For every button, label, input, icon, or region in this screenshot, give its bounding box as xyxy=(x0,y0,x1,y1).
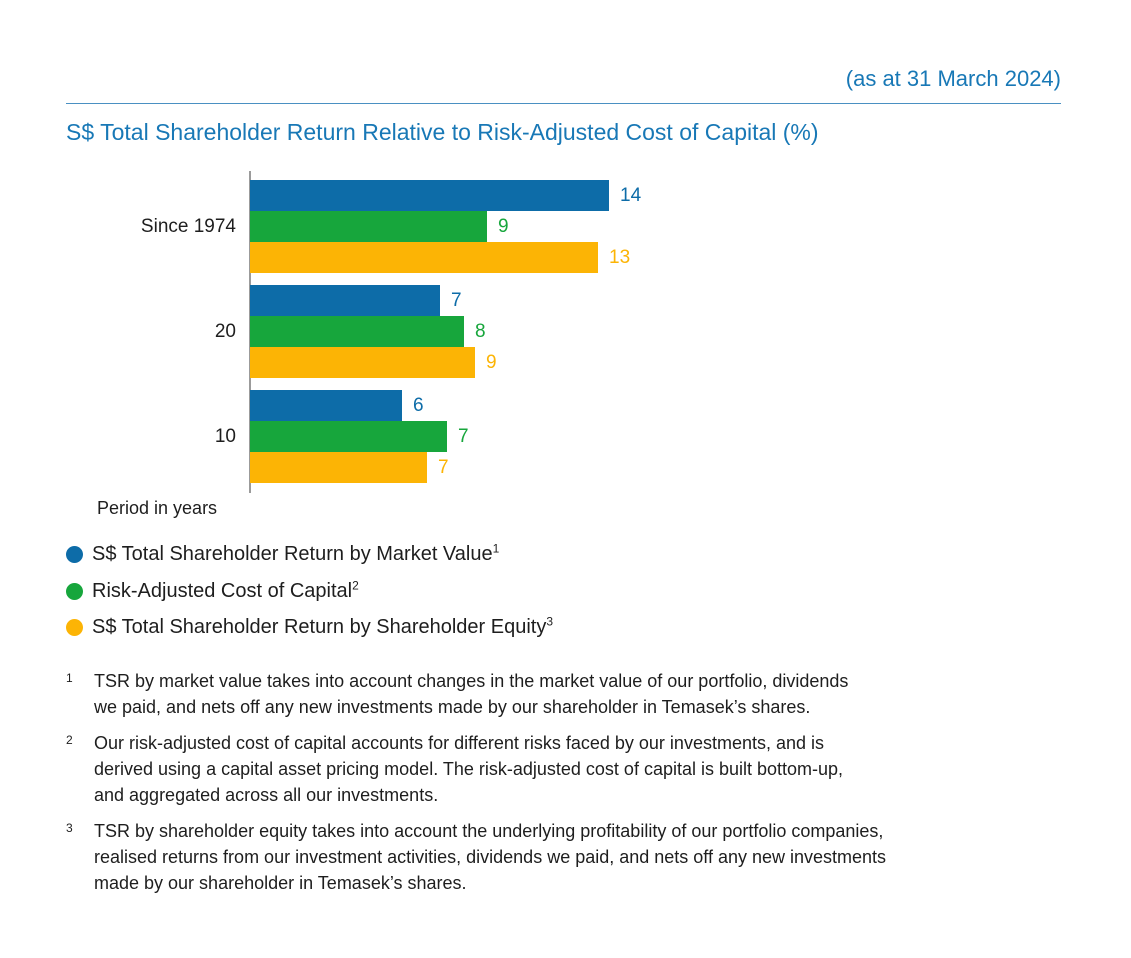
bar-value-risk-adjusted-cost-of-capital: 9 xyxy=(498,216,509,237)
bar-value-risk-adjusted-cost-of-capital: 7 xyxy=(458,426,469,447)
bar-market-value xyxy=(250,180,609,211)
legend-label-risk-adjusted-cost-of-capital: Risk-Adjusted Cost of Capital2 xyxy=(92,578,359,602)
legend-item-market-value: S$ Total Shareholder Return by Market Va… xyxy=(66,541,499,567)
category-label: 10 xyxy=(214,425,236,447)
category-label: 20 xyxy=(214,320,236,342)
footnote-line: and aggregated across all our investment… xyxy=(94,785,439,805)
footnotes: 1 TSR by market value takes into account … xyxy=(66,668,1076,906)
as-at-date-note: (as at 31 March 2024) xyxy=(845,66,1061,91)
bar-value-shareholder-equity: 13 xyxy=(609,247,631,268)
footnote-text: TSR by market value takes into account c… xyxy=(94,668,848,720)
footnote-line: TSR by shareholder equity takes into acc… xyxy=(94,821,884,841)
legend-label-market-value: S$ Total Shareholder Return by Market Va… xyxy=(92,541,500,565)
bar-shareholder-equity xyxy=(250,242,598,273)
footnote-text: TSR by shareholder equity takes into acc… xyxy=(94,818,886,896)
legend-dot-risk-adjusted-cost-of-capital xyxy=(66,582,83,600)
footnote-line: made by our shareholder in Temasek’s sha… xyxy=(94,873,467,893)
footnote-line: we paid, and nets off any new investment… xyxy=(94,697,811,717)
bar-value-market-value: 7 xyxy=(451,290,462,311)
bar-value-shareholder-equity: 9 xyxy=(486,352,497,373)
header-divider xyxy=(66,103,1061,104)
footnote-1: 1 TSR by market value takes into account … xyxy=(66,668,1076,720)
bar-value-market-value: 6 xyxy=(413,395,424,416)
footnote-3: 3 TSR by shareholder equity takes into ac… xyxy=(66,818,1076,896)
footnote-line: realised returns from our investment act… xyxy=(94,847,887,867)
category-axis-caption: Period in years xyxy=(97,498,218,518)
footnote-text: Our risk-adjusted cost of capital accoun… xyxy=(94,730,843,808)
bar-market-value xyxy=(250,390,402,421)
legend-footnote-ref: 1 xyxy=(492,541,500,556)
bar-risk-adjusted-cost-of-capital xyxy=(250,211,487,242)
legend-item-risk-adjusted-cost-of-capital: Risk-Adjusted Cost of Capital2 xyxy=(66,578,359,604)
footnote-marker: 3 xyxy=(66,821,73,835)
legend-footnote-ref: 3 xyxy=(546,614,554,629)
bar-value-risk-adjusted-cost-of-capital: 8 xyxy=(475,321,486,342)
bar-risk-adjusted-cost-of-capital xyxy=(250,421,447,452)
legend-item-shareholder-equity: S$ Total Shareholder Return by Sharehold… xyxy=(66,614,553,640)
bar-value-shareholder-equity: 7 xyxy=(438,457,449,478)
bar-shareholder-equity xyxy=(250,347,475,378)
footnote-marker: 2 xyxy=(66,733,73,747)
bar-risk-adjusted-cost-of-capital xyxy=(250,316,464,347)
chart-title: S$ Total Shareholder Return Relative to … xyxy=(66,119,819,145)
footnote-2: 2 Our risk-adjusted cost of capital accou… xyxy=(66,730,1076,808)
footnote-line: Our risk-adjusted cost of capital accoun… xyxy=(94,733,825,753)
footnote-line: derived using a capital asset pricing mo… xyxy=(94,759,844,779)
bar-shareholder-equity xyxy=(250,452,427,483)
bar-market-value xyxy=(250,285,440,316)
footnote-line: TSR by market value takes into account c… xyxy=(94,671,849,691)
legend-footnote-ref: 2 xyxy=(352,578,359,593)
footnote-marker: 1 xyxy=(66,671,73,685)
legend-label-shareholder-equity: S$ Total Shareholder Return by Sharehold… xyxy=(92,614,554,638)
legend-dot-shareholder-equity xyxy=(66,618,83,636)
legend-dot-market-value xyxy=(66,545,83,563)
bar-value-market-value: 14 xyxy=(620,185,642,206)
category-label: Since 1974 xyxy=(140,215,236,237)
